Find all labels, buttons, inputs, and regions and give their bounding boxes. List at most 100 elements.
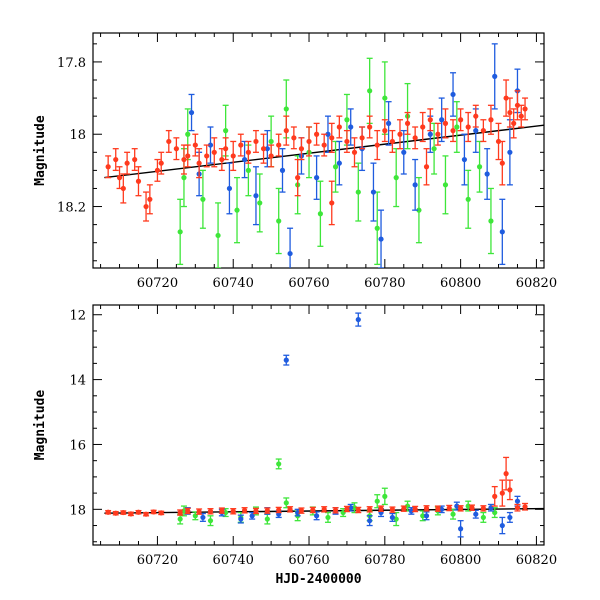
data-point	[245, 167, 251, 173]
data-point	[177, 229, 183, 235]
data-point	[480, 514, 486, 521]
data-point	[230, 153, 236, 159]
data-point	[185, 131, 191, 137]
data-point	[321, 142, 327, 148]
data-point	[268, 153, 274, 159]
data-point	[514, 505, 521, 511]
data-point	[181, 156, 187, 163]
data-point	[340, 509, 346, 516]
data-point	[200, 196, 206, 202]
data-point	[359, 135, 365, 141]
data-point	[382, 95, 388, 101]
data-point	[260, 146, 267, 152]
data-point	[249, 513, 255, 519]
data-point	[374, 225, 380, 231]
data-point	[245, 149, 251, 155]
data-point	[344, 117, 350, 123]
data-point	[499, 490, 505, 496]
data-point	[223, 146, 229, 152]
data-point	[230, 508, 236, 514]
data-point	[336, 124, 342, 130]
data-point	[439, 117, 445, 123]
data-point	[454, 124, 460, 130]
data-point	[207, 142, 214, 148]
data-point	[476, 164, 483, 170]
data-point	[124, 160, 130, 166]
data-point	[298, 508, 305, 514]
data-point	[215, 232, 221, 239]
data-point	[188, 109, 195, 116]
data-point	[253, 193, 259, 199]
data-point	[321, 506, 327, 512]
data-point	[238, 142, 244, 148]
data-point	[386, 120, 392, 126]
x-tick-label: 60720	[137, 553, 178, 568]
data-point	[367, 124, 373, 130]
y-axis-label: Magnitude	[33, 115, 48, 186]
series-0	[105, 79, 529, 226]
data-point	[473, 511, 479, 517]
data-point	[306, 138, 312, 145]
data-point	[458, 117, 464, 123]
x-tick-label: 60760	[288, 553, 329, 568]
data-point	[495, 138, 502, 145]
data-point	[120, 509, 126, 516]
y-tick-label: 14	[69, 374, 86, 389]
data-point	[253, 138, 259, 145]
data-point	[367, 88, 373, 94]
data-point	[389, 138, 396, 145]
data-point	[378, 506, 384, 512]
data-point	[207, 508, 214, 514]
data-point	[412, 135, 418, 141]
data-point	[113, 510, 119, 516]
data-point	[503, 471, 509, 477]
data-point	[344, 138, 350, 145]
y-tick-label: 17.8	[57, 56, 86, 71]
data-point	[211, 149, 217, 155]
data-point	[367, 518, 373, 524]
data-point	[113, 156, 119, 163]
data-point	[283, 106, 289, 112]
data-point	[185, 153, 191, 159]
y-tick-label: 18	[69, 503, 86, 518]
data-point	[507, 487, 513, 493]
x-axis-label: HJD-2400000	[275, 572, 361, 587]
data-point	[325, 131, 331, 137]
data-point	[158, 510, 164, 516]
x-tick-label: 60740	[213, 276, 254, 291]
data-point	[469, 505, 475, 511]
data-point	[143, 203, 149, 210]
data-point	[196, 160, 202, 166]
data-point	[484, 171, 490, 177]
data-point	[401, 149, 407, 155]
data-point	[374, 142, 380, 148]
y-tick-label: 16	[69, 438, 86, 453]
x-tick-label: 60720	[137, 276, 178, 291]
data-layer	[104, 312, 544, 538]
data-point	[283, 500, 289, 506]
data-point	[219, 156, 225, 163]
data-point	[488, 218, 494, 224]
data-point	[454, 503, 460, 509]
data-point	[276, 218, 282, 224]
data-point	[348, 124, 354, 130]
data-point	[518, 113, 524, 119]
data-point	[276, 507, 282, 513]
data-point	[283, 128, 289, 134]
data-point	[158, 160, 164, 166]
data-point	[241, 156, 248, 163]
data-point	[492, 493, 498, 499]
data-point	[492, 73, 498, 79]
data-point	[412, 182, 418, 188]
data-point	[329, 200, 335, 206]
data-point	[480, 128, 486, 134]
data-point	[355, 189, 361, 195]
data-point	[116, 175, 123, 181]
x-tick-label: 60780	[364, 276, 405, 291]
x-tick-label: 60760	[288, 276, 329, 291]
data-point	[200, 514, 206, 521]
data-point	[473, 113, 479, 119]
data-point	[420, 124, 426, 130]
data-point	[332, 164, 339, 170]
data-point	[241, 507, 248, 513]
